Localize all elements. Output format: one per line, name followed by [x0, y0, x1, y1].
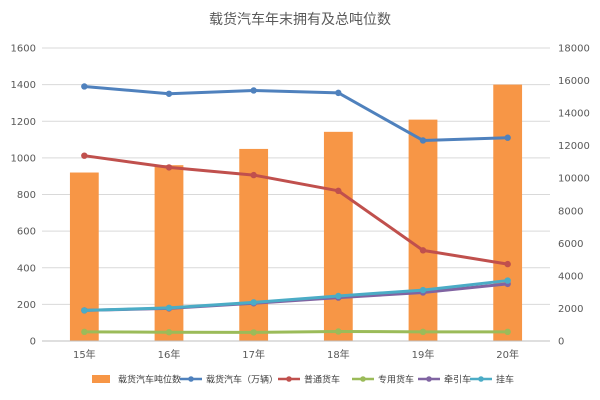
data-point	[335, 89, 342, 97]
left-axis-tick-label: 600	[17, 227, 36, 238]
left-axis-tick-label: 400	[17, 263, 36, 274]
left-axis-tick-label: 200	[17, 300, 36, 311]
data-point	[81, 307, 88, 314]
data-point	[81, 328, 88, 336]
x-axis-tick-label: 16年	[158, 348, 181, 361]
data-point	[504, 328, 511, 336]
data-point	[504, 277, 511, 284]
left-axis-tick-label: 1200	[11, 117, 36, 128]
data-point	[165, 90, 173, 97]
data-point	[250, 171, 257, 179]
data-point	[335, 292, 342, 300]
legend-label: 牵引车	[444, 374, 471, 386]
data-point	[419, 137, 427, 144]
left-axis-tick-label: 1000	[11, 153, 36, 164]
chart-title: 载货汽车年末拥有及总吨位数	[209, 11, 391, 28]
bar	[408, 119, 438, 341]
data-point	[250, 329, 257, 336]
series-line	[84, 154, 508, 266]
data-point	[165, 329, 173, 336]
data-point	[504, 134, 511, 141]
legend-swatch	[92, 375, 110, 383]
bar	[69, 172, 99, 341]
legend: 载货汽车吨位数 载货汽车（万辆） 普通货车 专用货车 牵引车 挂车	[92, 374, 514, 386]
legend-label: 载货汽车吨位数	[118, 374, 181, 386]
bar	[239, 148, 269, 341]
right-axis-tick-label: 8000	[558, 206, 583, 217]
x-axis-tick-label: 15年	[73, 348, 96, 361]
data-point	[335, 328, 342, 335]
series-line	[84, 329, 508, 334]
legend-marker	[188, 376, 194, 382]
bar-series	[69, 84, 523, 341]
x-axis-tick-label: 19年	[412, 348, 435, 361]
legend-marker	[286, 376, 292, 382]
left-axis-tick-label: 800	[17, 190, 36, 201]
bar	[154, 165, 184, 341]
legend-marker	[426, 376, 432, 382]
x-axis-tick-label: 20年	[496, 348, 519, 361]
legend-label: 普通货车	[304, 374, 340, 386]
data-point	[81, 83, 88, 90]
right-axis-tick-label: 12000	[558, 141, 590, 152]
x-axis-tick-label: 18年	[327, 348, 350, 361]
legend-label: 挂车	[496, 374, 514, 386]
data-point	[81, 152, 88, 159]
data-point	[419, 328, 427, 336]
right-axis-tick-label: 2000	[558, 304, 583, 315]
data-point	[250, 299, 257, 306]
legend-marker	[360, 376, 366, 382]
right-axis-tick-label: 14000	[558, 109, 590, 120]
data-point	[335, 187, 342, 195]
x-axis-tick-label: 17年	[242, 348, 265, 361]
legend-label: 专用货车	[378, 374, 414, 386]
left-axis-tick-label: 1400	[11, 80, 36, 91]
data-point	[419, 247, 427, 254]
series-line	[84, 279, 508, 312]
left-axis-tick-label: 0	[30, 337, 36, 348]
series-line	[84, 84, 508, 142]
right-axis-tick-label: 0	[558, 337, 564, 348]
right-axis-tick-label: 4000	[558, 271, 583, 282]
gridlines	[42, 47, 550, 305]
legend-label: 载货汽车（万辆）	[206, 374, 278, 386]
data-point	[165, 304, 173, 312]
legend-marker	[478, 376, 484, 382]
right-axis-tick-label: 16000	[558, 76, 590, 87]
data-point	[419, 286, 427, 294]
right-axis-tick-label: 6000	[558, 239, 583, 250]
data-point	[165, 164, 173, 171]
data-point	[250, 87, 257, 94]
left-axis-tick-label: 1600	[11, 44, 36, 55]
line-series	[81, 83, 511, 336]
data-point	[504, 260, 511, 268]
right-axis-tick-label: 18000	[558, 44, 590, 55]
bar	[493, 84, 523, 341]
axes: 0200400600800100012001400160002000400060…	[11, 44, 590, 362]
bar	[323, 131, 353, 341]
right-axis-tick-label: 10000	[558, 174, 590, 185]
